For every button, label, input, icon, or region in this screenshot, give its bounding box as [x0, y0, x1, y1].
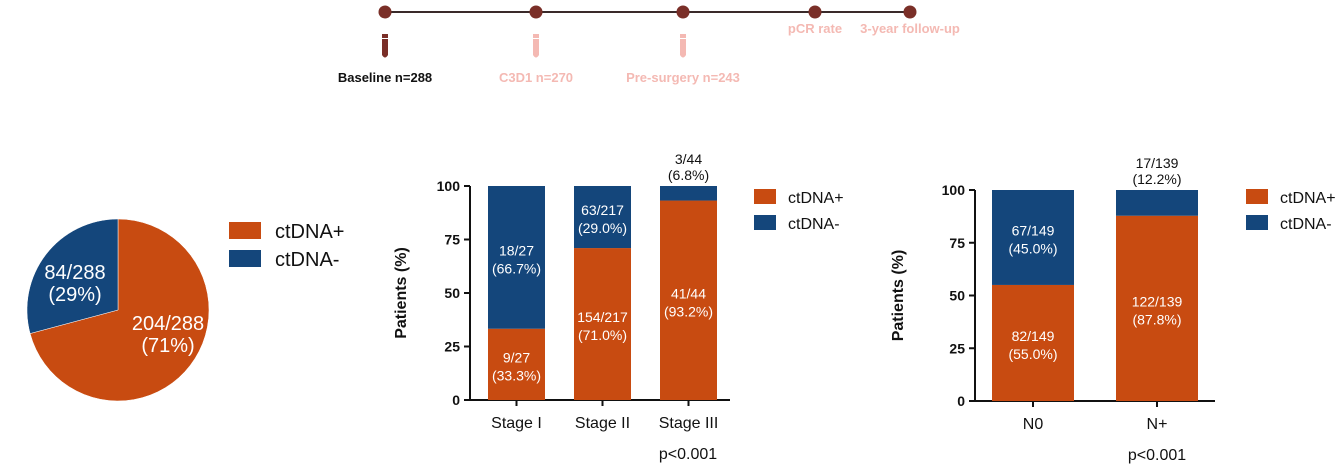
- bar-data-label: (87.8%): [1132, 311, 1181, 327]
- pie-slice-label: 204/288: [132, 313, 204, 335]
- bar-segment-positive: [660, 200, 717, 400]
- legend-label: ctDNA+: [1280, 190, 1336, 207]
- bar-segment-negative: [488, 186, 545, 329]
- bar-data-label: (55.0%): [1008, 346, 1057, 362]
- y-tick-label: 25: [949, 340, 965, 356]
- legend-swatch: [754, 215, 776, 230]
- nodal-bar-chart: 0 25 50 75 100 Patients (%) 82/149 (55.0%) 67/14…: [890, 155, 1336, 464]
- y-tick-label: 75: [444, 232, 460, 248]
- legend-label: ctDNA+: [788, 190, 844, 207]
- bar-data-label: 18/27: [499, 242, 534, 258]
- pie-chart: 204/288(71%) 84/288(29%) ctDNA+ ctDNA-: [26, 218, 344, 402]
- timepoint-marker: [676, 5, 690, 19]
- p-value-annotation: p<0.001: [1128, 447, 1186, 464]
- bar-data-label: 122/139: [1132, 293, 1183, 309]
- x-tick-label: Stage II: [575, 415, 630, 432]
- y-tick-label: 75: [949, 235, 965, 251]
- legend-label: ctDNA-: [275, 249, 339, 271]
- bar-segment-negative: [1116, 190, 1198, 216]
- timepoint-label: pCR rate: [788, 21, 842, 36]
- bar-segment-positive: [992, 284, 1074, 401]
- bar-segment-positive: [1116, 215, 1198, 401]
- y-tick-label: 0: [452, 392, 460, 408]
- bar-data-label: 82/149: [1012, 328, 1055, 344]
- bar-data-label: (33.3%): [492, 367, 541, 383]
- timepoint-label: Baseline n=288: [338, 70, 432, 85]
- legend-swatch: [1246, 215, 1268, 230]
- legend-swatch: [229, 222, 261, 239]
- y-tick-label: 50: [949, 288, 965, 304]
- pie-slice-label: (29%): [48, 284, 101, 306]
- bar-data-label: (66.7%): [492, 260, 541, 276]
- pie-slice-positive: [29, 218, 210, 402]
- x-tick-label: N0: [1023, 416, 1044, 433]
- bar-data-label: 9/27: [503, 349, 530, 365]
- bar-data-label: (12.2%): [1132, 171, 1181, 187]
- timeline: Baseline n=288 C3D1 n=270 Pre-surgery n=24…: [338, 5, 960, 85]
- y-tick-label: 100: [437, 178, 461, 194]
- bar-data-label: 63/217: [581, 202, 624, 218]
- bar-data-label: 17/139: [1136, 155, 1179, 171]
- bar-data-label: 3/44: [675, 151, 702, 167]
- y-tick-label: 50: [444, 285, 460, 301]
- timepoint-marker: [808, 5, 822, 19]
- blood-tube-icon: [680, 34, 686, 58]
- stage-bar-chart: 0 25 50 75 100 Patients (%) 9/27 (33.3%) 18/27 (6…: [393, 151, 844, 463]
- pie-slice-negative: [26, 218, 119, 334]
- bar-data-label: (29.0%): [578, 220, 627, 236]
- pie-slice-label: 84/288: [44, 262, 105, 284]
- y-tick-label: 25: [444, 339, 460, 355]
- y-tick-label: 0: [957, 393, 965, 409]
- x-tick-label: N+: [1147, 416, 1168, 433]
- x-tick-label: Stage III: [659, 415, 719, 432]
- timepoint-marker: [903, 5, 917, 19]
- bar-data-label: 154/217: [577, 309, 628, 325]
- timepoint-label: C3D1 n=270: [499, 70, 573, 85]
- y-tick-label: 100: [942, 182, 966, 198]
- bar-data-label: 41/44: [671, 285, 706, 301]
- y-axis-label: Patients (%): [890, 250, 907, 342]
- blood-tube-icon: [533, 34, 539, 58]
- bar-data-label: (6.8%): [668, 167, 709, 183]
- legend-label: ctDNA-: [788, 216, 840, 233]
- bar-segment-positive: [574, 248, 631, 400]
- bar-segment-negative: [992, 190, 1074, 285]
- legend-swatch: [1246, 189, 1268, 204]
- x-tick-label: Stage I: [491, 415, 542, 432]
- timepoint-marker: [378, 5, 392, 19]
- legend-label: ctDNA+: [275, 221, 344, 243]
- timepoint-label: 3-year follow-up: [860, 21, 960, 36]
- pie-slice-label: (71%): [141, 335, 194, 357]
- legend-swatch: [754, 189, 776, 204]
- bar-segment-positive: [488, 328, 545, 400]
- bar-segment-negative: [574, 186, 631, 249]
- blood-tube-icon: [382, 34, 388, 58]
- bar-data-label: 67/149: [1012, 222, 1055, 238]
- bar-segment-negative: [660, 186, 717, 201]
- y-axis-label: Patients (%): [393, 247, 410, 339]
- legend-swatch: [229, 250, 261, 267]
- p-value-annotation: p<0.001: [659, 446, 717, 463]
- bar-data-label: (71.0%): [578, 327, 627, 343]
- timepoint-label: Pre-surgery n=243: [626, 70, 740, 85]
- bar-data-label: (93.2%): [664, 303, 713, 319]
- timepoint-marker: [529, 5, 543, 19]
- legend-label: ctDNA-: [1280, 216, 1332, 233]
- bar-data-label: (45.0%): [1008, 240, 1057, 256]
